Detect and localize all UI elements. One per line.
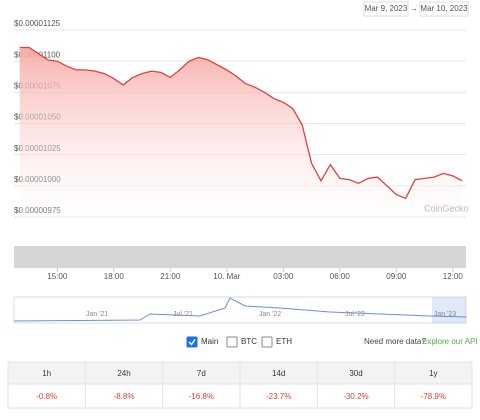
x-tick-label: 10. Mar (213, 272, 240, 281)
navigator (13, 296, 467, 324)
navigator-label: Jul '22 (345, 311, 365, 318)
volume-band (14, 246, 466, 268)
option-label[interactable]: BTC (241, 337, 257, 346)
table-header: 30d (349, 369, 362, 378)
table-value: -78.9% (421, 392, 446, 401)
date-arrow: → (410, 4, 418, 13)
option-label[interactable]: ETH (276, 337, 292, 346)
table-header: 1y (429, 369, 437, 378)
navigator-window[interactable] (432, 297, 466, 323)
table-header: 1h (42, 369, 51, 378)
table-value: -16.8% (189, 392, 214, 401)
navigator-label: Jan '21 (86, 311, 108, 318)
checkbox[interactable] (226, 336, 238, 348)
price-line (19, 46, 463, 200)
navigator-label: Jan '23 (434, 311, 456, 318)
api-question: Need more data? (364, 337, 426, 346)
table-header: 14d (272, 369, 285, 378)
date-to[interactable]: Mar 10, 2023 (420, 4, 468, 13)
watermark: CoinGecko (424, 203, 469, 213)
api-link[interactable]: Explore our API (422, 337, 478, 346)
table-value: -30.2% (343, 392, 368, 401)
date-from-box[interactable] (363, 1, 409, 17)
plot: $0.00000975$0.00001000$0.00001025$0.0000… (14, 19, 466, 281)
table-header: 24h (117, 369, 130, 378)
area (19, 47, 463, 225)
option-label[interactable]: Main (201, 337, 218, 346)
x-tick-label: 18:00 (104, 272, 125, 281)
checkbox[interactable] (261, 336, 273, 348)
table: 1h -0.8% 24h -8.8% 7d -16.8% 14d -23.7% 30d -30.2… (7, 361, 473, 409)
date-from[interactable]: Mar 9, 2023 (365, 4, 408, 13)
x-tick-label: 21:00 (160, 272, 181, 281)
check-mark (188, 339, 196, 346)
x-tick-label: 09:00 (386, 272, 407, 281)
table-value: -23.7% (266, 392, 291, 401)
date-to-box[interactable] (419, 1, 469, 17)
checkbox[interactable] (186, 336, 198, 348)
navigator-label: Jan '22 (259, 311, 281, 318)
x-tick-label: 12:00 (443, 272, 464, 281)
table-value: -0.8% (36, 392, 57, 401)
y-tick-label: $0.00001125 (14, 19, 61, 28)
navigator-line (13, 297, 467, 322)
options: Main BTC ETH (186, 336, 292, 348)
table-value: -8.8% (114, 392, 135, 401)
navigator-labels: Jan '21 Jul '21 Jan '22 Jul '22 Jan '23 (86, 311, 456, 318)
x-tick-label: 06:00 (330, 272, 351, 281)
table-header: 7d (197, 369, 206, 378)
x-tick-label: 15:00 (47, 272, 68, 281)
x-tick-label: 03:00 (273, 272, 294, 281)
navigator-label: Jul '21 (173, 311, 193, 318)
